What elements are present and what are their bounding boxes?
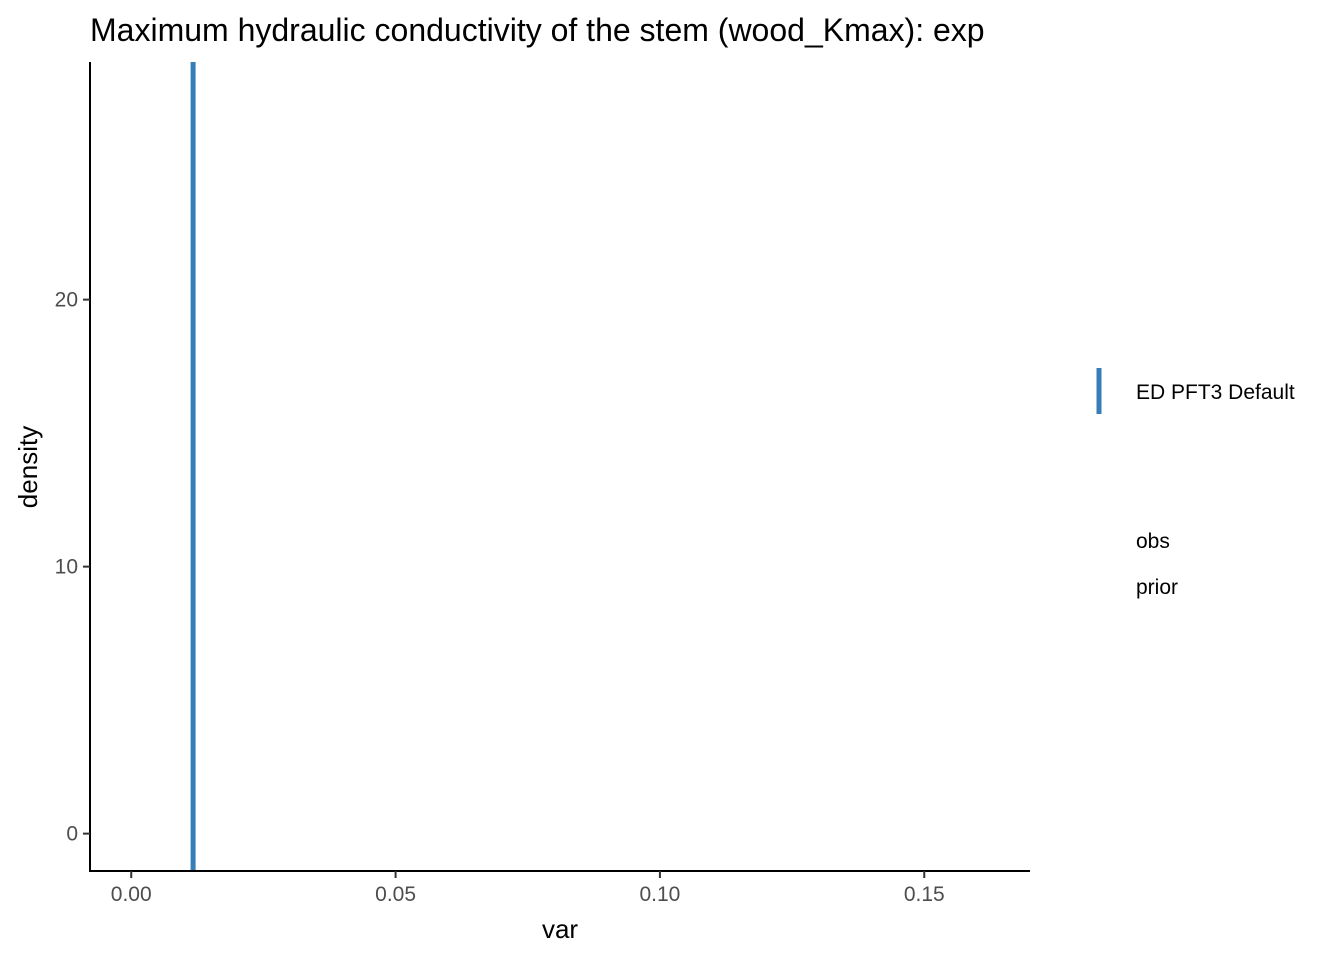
legend-label: ED PFT3 Default bbox=[1136, 381, 1295, 404]
x-axis-ticks: 0.00 0.05 0.10 0.15 bbox=[111, 871, 945, 906]
x-axis-title: var bbox=[542, 914, 578, 944]
legend-label: obs bbox=[1136, 530, 1170, 553]
y-axis-title: density bbox=[13, 426, 43, 508]
y-tick-label: 10 bbox=[55, 556, 78, 579]
y-axis-ticks: 0 10 20 bbox=[55, 289, 90, 846]
legend-label: prior bbox=[1136, 576, 1178, 599]
y-tick-label: 0 bbox=[66, 823, 78, 846]
legend: ED PFT3 Default obs prior bbox=[1096, 368, 1295, 599]
x-tick-label: 0.05 bbox=[375, 883, 416, 906]
x-tick-label: 0.15 bbox=[904, 883, 945, 906]
y-tick-label: 20 bbox=[55, 289, 78, 312]
x-tick-label: 0.10 bbox=[639, 883, 680, 906]
chart-title: Maximum hydraulic conductivity of the st… bbox=[90, 12, 985, 48]
x-tick-label: 0.00 bbox=[111, 883, 152, 906]
